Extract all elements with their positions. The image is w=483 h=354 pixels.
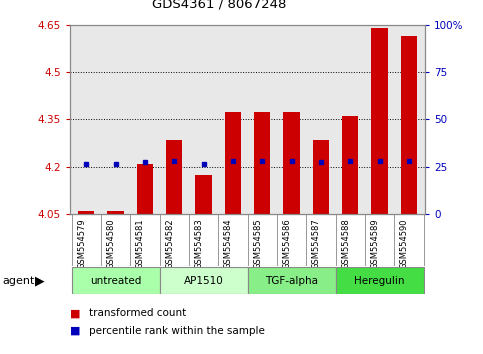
Text: GSM554586: GSM554586 [283, 218, 292, 269]
Bar [71, 267, 159, 294]
Bar [107, 211, 124, 214]
Bar [313, 140, 329, 214]
Text: AP1510: AP1510 [184, 275, 224, 286]
Text: transformed count: transformed count [89, 308, 186, 318]
Text: GSM554588: GSM554588 [341, 218, 350, 269]
Bar [371, 28, 388, 214]
Text: GSM554590: GSM554590 [400, 218, 409, 269]
Bar [284, 112, 299, 214]
Bar [336, 267, 424, 294]
Text: GSM554583: GSM554583 [195, 218, 203, 269]
Text: GSM554587: GSM554587 [312, 218, 321, 269]
Text: ■: ■ [70, 326, 81, 336]
Text: ■: ■ [70, 308, 81, 318]
Bar [159, 267, 247, 294]
Text: untreated: untreated [90, 275, 141, 286]
Text: ▶: ▶ [35, 274, 44, 287]
Text: GSM554580: GSM554580 [107, 218, 115, 269]
Bar [401, 36, 417, 214]
Text: GSM554589: GSM554589 [370, 218, 380, 269]
Bar [166, 140, 182, 214]
Text: GSM554585: GSM554585 [253, 218, 262, 269]
Bar [225, 112, 241, 214]
Text: percentile rank within the sample: percentile rank within the sample [89, 326, 265, 336]
Text: GSM554579: GSM554579 [77, 218, 86, 269]
Bar [137, 164, 153, 214]
Bar [78, 211, 94, 214]
Text: GSM554582: GSM554582 [165, 218, 174, 269]
Bar [254, 112, 270, 214]
Text: TGF-alpha: TGF-alpha [265, 275, 318, 286]
Bar [247, 267, 336, 294]
Text: GSM554584: GSM554584 [224, 218, 233, 269]
Text: Heregulin: Heregulin [355, 275, 405, 286]
Text: GDS4361 / 8067248: GDS4361 / 8067248 [152, 0, 286, 11]
Bar [342, 116, 358, 214]
Bar [196, 175, 212, 214]
Text: agent: agent [2, 275, 35, 286]
Text: GSM554581: GSM554581 [136, 218, 145, 269]
